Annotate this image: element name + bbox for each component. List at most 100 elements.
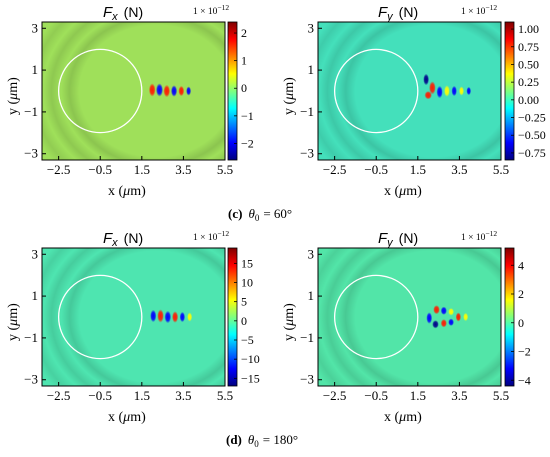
field-hotspot: [178, 85, 185, 97]
colorbar-tick-label: 2: [518, 287, 524, 301]
x-tick-label: 1.5: [134, 388, 150, 403]
colorbar-tick-label: 10: [241, 276, 253, 290]
axis-ticks: −2.5 −0.5 1.5 3.5 5.5 3 1 −1 −3: [300, 20, 509, 177]
colorbar-tick-label: −0.75: [518, 146, 546, 160]
field-hotspot: [426, 312, 433, 324]
colorbar-tick-label: −1: [241, 109, 254, 123]
x-tick-label: 1.5: [410, 388, 426, 403]
y-tick-label: −1: [300, 330, 314, 345]
panel-title: Fy (N): [378, 230, 418, 249]
interference-fringes: [42, 22, 225, 160]
colorbar: 2 1 0 −1 −2: [227, 21, 254, 161]
x-tick-label: 3.5: [175, 388, 191, 403]
sphere-outline: [333, 274, 419, 360]
x-tick-label: −0.5: [364, 162, 388, 177]
field-hotspot: [448, 318, 455, 326]
colorbar-tick-label: −2: [518, 345, 531, 359]
field-hotspot: [186, 86, 192, 96]
colorbar: 4 2 0 −2 −4: [504, 247, 531, 387]
field-hotspot: [155, 83, 164, 97]
field-hotspot: [163, 84, 171, 98]
x-tick-label: 3.5: [175, 162, 191, 177]
x-tick-label: −0.5: [88, 388, 112, 403]
caption-d: (d) θ0 = 180°: [226, 432, 298, 449]
caption-c: (c) θ0 = 60°: [228, 206, 292, 223]
y-tick-label: −1: [24, 330, 38, 345]
colorbar-tick-label: 2: [241, 26, 247, 40]
y-tick-label: −3: [300, 372, 314, 387]
axis-ticks: −2.5 −0.5 1.5 3.5 5.5 3 1 −1 −3: [24, 246, 233, 403]
scale-factor: 1 × 10−12: [461, 3, 497, 18]
field-hotspot: [458, 86, 464, 96]
field-hotspot: [164, 310, 172, 324]
x-tick-label: −0.5: [88, 162, 112, 177]
y-axis-label: y (μm): [282, 77, 297, 115]
y-tick-label: −3: [300, 146, 314, 161]
plot-frame: [41, 21, 226, 161]
y-tick-label: −3: [24, 146, 38, 161]
y-tick-label: 1: [308, 62, 315, 77]
colorbar-tick-label: 4: [518, 258, 524, 272]
sphere-outline: [57, 48, 143, 134]
colorbar-scale: [227, 247, 238, 387]
colorbar-tick-label: 15: [241, 256, 253, 270]
field-hotspot: [150, 309, 157, 323]
x-axis-label: x (μm): [108, 184, 146, 199]
axis-ticks: −2.5 −0.5 1.5 3.5 5.5 3 1 −1 −3: [300, 246, 509, 403]
field-hotspot: [448, 308, 455, 316]
field-hotspot: [148, 83, 156, 97]
interference-fringes: [318, 22, 501, 160]
plot-frame: [317, 247, 502, 387]
x-axis-label: x (μm): [384, 410, 422, 425]
field-hotspot: [455, 312, 462, 322]
colorbar-tick-label: −10: [241, 352, 260, 366]
colorbar-tick-label: 5: [241, 295, 247, 309]
y-tick-label: −1: [24, 104, 38, 119]
y-axis-label: y (μm): [6, 77, 21, 115]
panel-title: Fy (N): [378, 4, 418, 23]
plot-frame: [317, 21, 502, 161]
x-axis-label: x (μm): [108, 410, 146, 425]
x-tick-label: 3.5: [451, 162, 467, 177]
field-hotspot: [440, 319, 447, 328]
field-features: [318, 248, 501, 386]
colorbar-scale: [504, 247, 515, 387]
x-axis-label: x (μm): [384, 184, 422, 199]
colorbar-tick-label: 0.25: [518, 75, 539, 89]
field-hotspot: [432, 320, 439, 329]
field-hotspot: [451, 85, 457, 97]
colorbar-tick-label: 0: [241, 81, 247, 95]
field-hotspot: [466, 86, 472, 96]
colorbar-tick-label: 0: [518, 316, 524, 330]
colorbar-tick-label: −2: [241, 136, 254, 150]
panel-title: Fx (N): [103, 4, 143, 23]
colorbar-tick-label: 1: [241, 54, 247, 68]
y-tick-label: −1: [300, 104, 314, 119]
x-tick-label: 5.5: [217, 388, 233, 403]
field-features: [42, 22, 225, 160]
y-tick-label: 3: [308, 246, 315, 261]
x-tick-label: −2.5: [47, 162, 71, 177]
colorbar-tick-label: 0.50: [518, 57, 539, 71]
x-tick-label: 3.5: [451, 388, 467, 403]
scale-factor: 1 × 10−12: [461, 229, 497, 244]
colorbar-tick-label: 0: [241, 314, 247, 328]
field-hotspot: [424, 91, 432, 100]
field-hotspot: [423, 73, 430, 86]
interference-fringes: [42, 248, 225, 386]
field-features: [318, 22, 501, 160]
panel-fy-60: −2.5 −0.5 1.5 3.5 5.531−1−3 Fy (N) 1 × 10−12 …: [282, 3, 546, 200]
colorbar-tick-label: −4: [518, 373, 531, 387]
y-axis-label: y (μm): [282, 303, 297, 341]
y-tick-label: 1: [32, 62, 39, 77]
field-hotspot: [179, 311, 186, 323]
panel-fx-60: −2.5 −0.5 1.5 3.5 5.531−1−3 Fx (N) 1 × 10−12 …: [6, 3, 254, 200]
x-tick-label: −2.5: [323, 388, 347, 403]
field-features: [42, 248, 225, 386]
field-hotspot: [440, 306, 447, 315]
interference-fringes: [318, 248, 501, 386]
field-hotspot: [171, 311, 179, 323]
x-tick-label: 5.5: [493, 388, 509, 403]
